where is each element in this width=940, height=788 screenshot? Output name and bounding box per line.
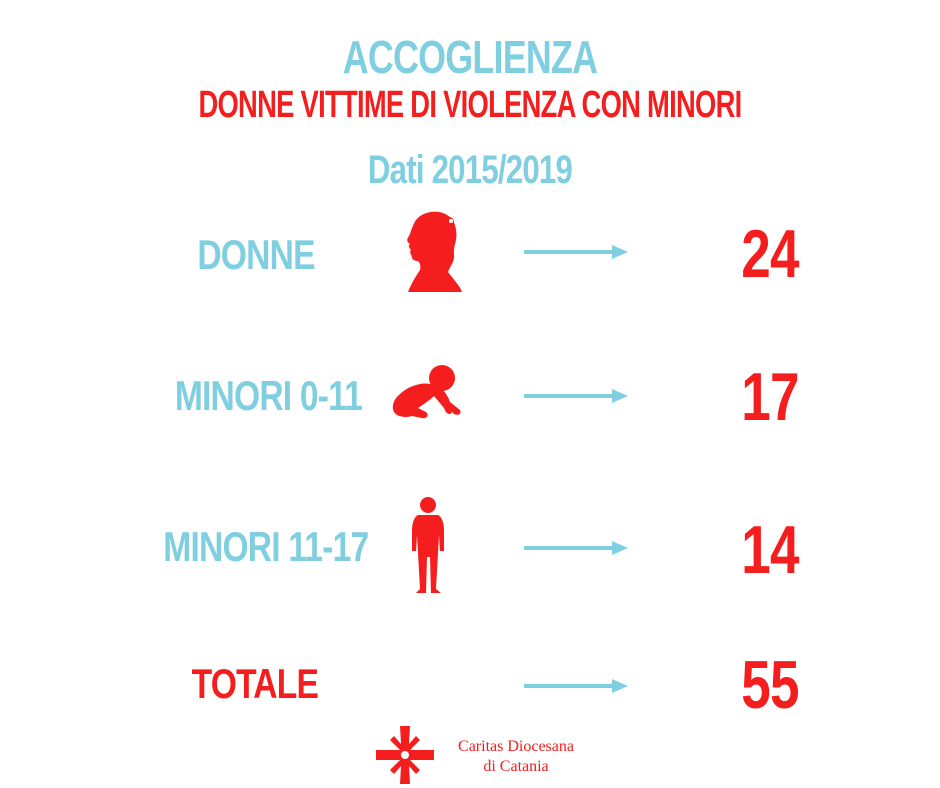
crawling-baby-icon xyxy=(392,365,461,419)
stat-row-donne: DONNE 24 xyxy=(0,205,940,315)
arrow-right-icon xyxy=(524,679,628,693)
row-label: MINORI 0-11 xyxy=(174,372,363,419)
arrow-right-icon xyxy=(524,389,628,403)
page-subtitle: DONNE VITTIME DI VIOLENZA CON MINORI xyxy=(198,84,742,126)
row-value: 17 xyxy=(741,359,799,435)
row-value: 14 xyxy=(741,512,799,588)
org-name: Caritas Diocesana di Catania xyxy=(436,737,596,777)
page-title: ACCOGLIENZA xyxy=(342,31,598,83)
arrow-right-icon xyxy=(524,245,628,259)
row-label: TOTALE xyxy=(191,660,319,707)
row-label: MINORI 11-17 xyxy=(162,523,369,570)
stat-row-minori-11-17: MINORI 11-17 14 xyxy=(0,495,940,605)
row-label: DONNE xyxy=(197,231,316,278)
woman-profile-icon xyxy=(407,211,462,292)
stat-row-minori-0-11: MINORI 0-11 17 xyxy=(0,350,940,460)
caritas-cross-icon xyxy=(376,726,434,784)
arrow-right-icon xyxy=(524,541,628,555)
org-name-line2: di Catania xyxy=(483,758,549,775)
row-value: 55 xyxy=(741,647,799,723)
org-name-line1: Caritas Diocesana xyxy=(458,738,574,755)
stat-row-totale: TOTALE 55 xyxy=(0,640,940,750)
row-value: 24 xyxy=(741,216,799,292)
teen-standing-icon xyxy=(412,497,444,593)
period-label: Dati 2015/2019 xyxy=(367,148,573,192)
